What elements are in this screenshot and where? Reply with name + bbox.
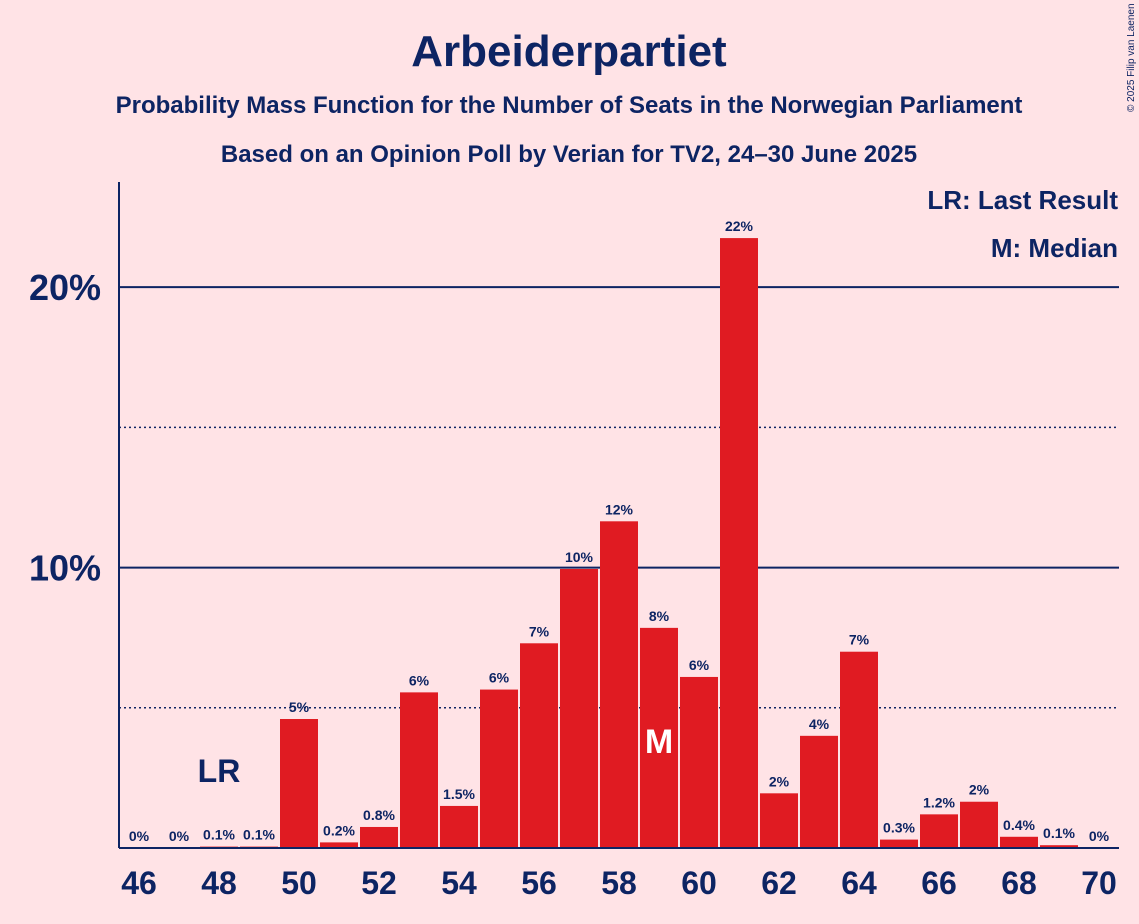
bar-label-64: 7% (849, 632, 870, 648)
bar-65 (880, 839, 918, 848)
bar-label-52: 0.8% (363, 807, 395, 823)
bar-label-50: 5% (289, 699, 310, 715)
bar-label-62: 2% (769, 773, 790, 789)
x-tick-label: 58 (601, 865, 637, 901)
bar-label-65: 0.3% (883, 820, 915, 836)
bar-label-46: 0% (129, 828, 150, 844)
chart-title: Arbeiderpartiet (411, 27, 727, 76)
x-tick-label: 48 (201, 865, 237, 901)
bar-label-49: 0.1% (243, 827, 275, 843)
chart-subtitle-2: Based on an Opinion Poll by Verian for T… (221, 141, 917, 168)
x-tick-label: 46 (121, 865, 157, 901)
median-marker: M (645, 723, 673, 761)
bar-61 (720, 238, 758, 848)
bar-62 (760, 793, 798, 848)
bar-67 (960, 801, 998, 848)
bar-label-48: 0.1% (203, 827, 235, 843)
bar-label-57: 10% (565, 549, 594, 565)
bar-label-55: 6% (489, 670, 510, 686)
bar-labels: 0% 0% 0.1% 0.1% 5% 0.2% 0.8% 6% 1.5% 6% 7% 10% 12% 8%… (129, 218, 1110, 844)
bar-52 (360, 826, 398, 848)
bar-label-53: 6% (409, 672, 430, 688)
bar-68 (1000, 836, 1038, 848)
y-axis-ticks: 10% 20% (29, 267, 101, 588)
bar-label-69: 0.1% (1043, 825, 1075, 841)
bar-label-54: 1.5% (443, 786, 475, 802)
axes (118, 182, 1119, 849)
bar-label-51: 0.2% (323, 822, 355, 838)
x-tick-label: 70 (1081, 865, 1117, 901)
bars (200, 238, 1078, 848)
y-tick-label: 10% (29, 548, 101, 589)
bar-64 (840, 651, 878, 848)
bar-53 (400, 692, 438, 848)
bar-69 (1040, 845, 1078, 848)
bar-56 (520, 643, 558, 848)
bar-58 (600, 521, 638, 848)
bar-66 (920, 814, 958, 848)
x-tick-label: 60 (681, 865, 717, 901)
markers: LR M (198, 723, 673, 789)
bar-51 (320, 842, 358, 848)
bar-57 (560, 568, 598, 848)
bar-label-47: 0% (169, 828, 190, 844)
bar-label-70: 0% (1089, 828, 1110, 844)
x-tick-label: 62 (761, 865, 797, 901)
bar-label-68: 0.4% (1003, 817, 1035, 833)
bar-label-66: 1.2% (923, 794, 955, 810)
x-tick-label: 52 (361, 865, 397, 901)
legend-last-result: LR: Last Result (927, 185, 1118, 215)
bar-label-67: 2% (969, 782, 990, 798)
x-tick-label: 54 (441, 865, 477, 901)
bar-label-56: 7% (529, 623, 550, 639)
last-result-marker: LR (198, 753, 241, 789)
x-tick-label: 68 (1001, 865, 1037, 901)
bar-59 (640, 627, 678, 848)
bar-label-59: 8% (649, 608, 670, 624)
legend-median: M: Median (991, 233, 1118, 263)
bar-60 (680, 676, 718, 848)
x-tick-label: 56 (521, 865, 557, 901)
x-tick-label: 64 (841, 865, 877, 901)
x-tick-label: 66 (921, 865, 957, 901)
x-tick-label: 50 (281, 865, 317, 901)
bar-50 (280, 719, 318, 848)
bar-label-60: 6% (689, 657, 710, 673)
bar-55 (480, 689, 518, 848)
bar-label-61: 22% (725, 218, 754, 234)
bar-63 (800, 735, 838, 848)
bar-54 (440, 805, 478, 848)
y-tick-label: 20% (29, 267, 101, 308)
copyright-notice: © 2025 Filip van Laenen (1126, 3, 1137, 112)
chart-subtitle-1: Probability Mass Function for the Number… (116, 92, 1023, 119)
bar-label-63: 4% (809, 716, 830, 732)
x-axis-ticks: 46 48 50 52 54 56 58 60 62 64 66 68 70 (121, 865, 1117, 901)
bar-label-58: 12% (605, 501, 634, 517)
